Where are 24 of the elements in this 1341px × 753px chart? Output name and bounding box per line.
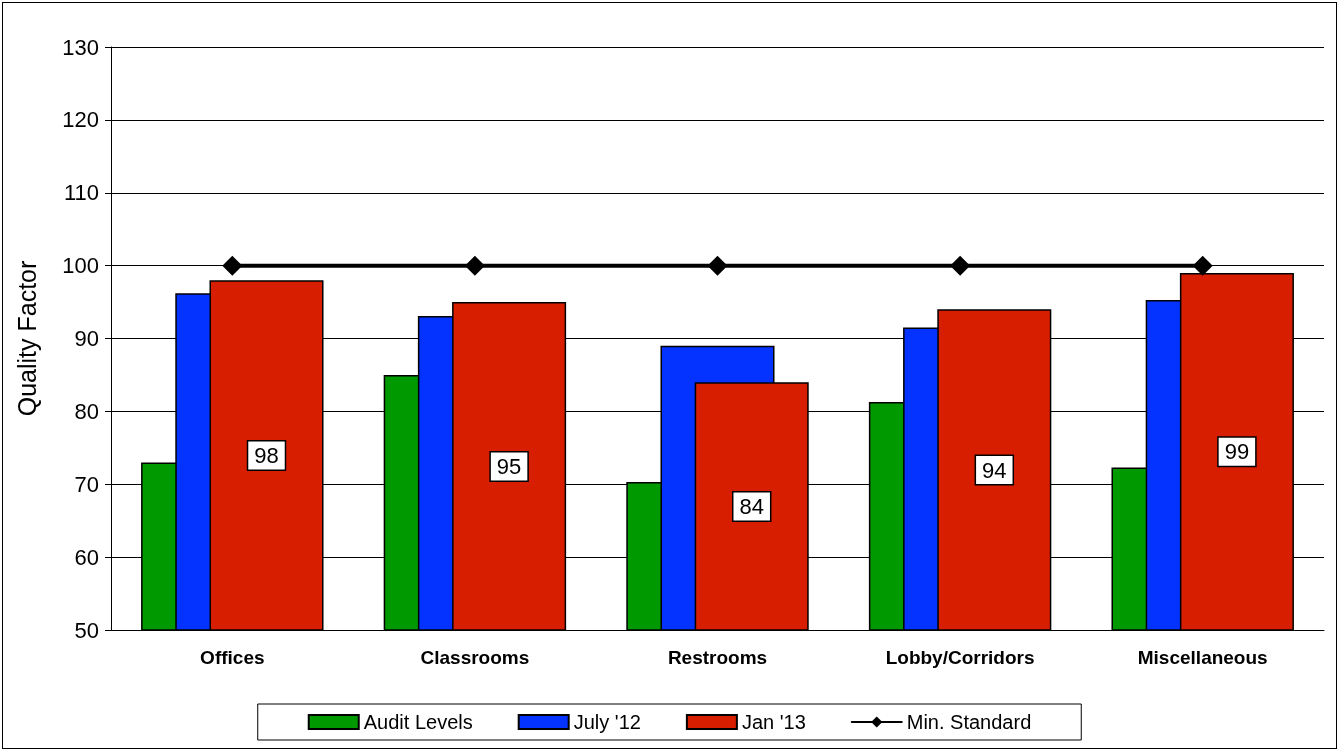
y-tick-label: 80 <box>74 398 99 424</box>
x-tick-label: Lobby/Corridors <box>885 647 1035 668</box>
x-tick-label: Offices <box>200 647 265 668</box>
x-tick-label: Miscellaneous <box>1137 647 1268 668</box>
data-label: 98 <box>254 442 279 468</box>
x-tick-label: Restrooms <box>667 647 768 668</box>
data-label: 99 <box>1224 439 1250 465</box>
y-tick-label: 60 <box>74 544 99 570</box>
data-label: 95 <box>496 453 522 479</box>
y-axis-title: Quality Factor <box>12 260 41 417</box>
y-tick-label: 70 <box>74 471 99 497</box>
legend-label: Min. Standard <box>906 711 1032 733</box>
y-tick-label: 100 <box>62 253 99 279</box>
data-label: 94 <box>982 457 1007 483</box>
legend-label: Audit Levels <box>363 711 473 733</box>
y-tick-label: 90 <box>74 326 99 351</box>
y-tick-label: 120 <box>62 107 99 133</box>
y-tick-label: 50 <box>74 617 99 643</box>
data-label: 84 <box>739 493 764 519</box>
y-tick-label: 130 <box>62 34 99 60</box>
legend-label: Jan '13 <box>741 711 806 733</box>
legend-label: July '12 <box>573 711 641 733</box>
y-tick-label: 110 <box>63 180 99 206</box>
x-tick-label: Classrooms <box>420 647 530 668</box>
